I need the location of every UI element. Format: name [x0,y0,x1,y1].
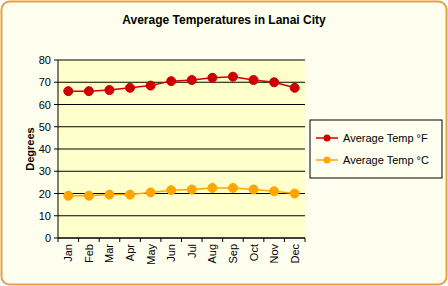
y-tick-label: 60 [39,99,51,111]
series-marker [290,189,299,198]
series-marker [146,188,155,197]
y-axis-label: Degrees [24,127,36,170]
legend [310,120,442,178]
x-tick [99,238,100,242]
x-tick [140,238,141,242]
y-tick-label: 80 [39,54,51,66]
x-tick [160,238,161,242]
series-line [68,188,294,196]
x-tick [78,238,79,242]
series-marker [167,77,176,86]
x-tick-label: Jun [165,244,177,262]
y-tick-label: 50 [39,121,51,133]
x-tick [263,238,264,242]
x-tick-label: Oct [248,244,260,261]
series-marker [290,83,299,92]
legend-marker [324,157,331,164]
legend-label: Average Temp °C [343,154,429,166]
series-marker [208,73,217,82]
grid-line [58,171,305,172]
series-marker [228,183,237,192]
grid-line [58,104,305,105]
series-marker [105,86,114,95]
y-tick-label: 10 [39,210,51,222]
x-tick-label: May [145,244,157,265]
y-tick [54,104,58,105]
x-tick [58,238,59,242]
y-tick [54,149,58,150]
y-tick [54,82,58,83]
series-marker [270,78,279,87]
y-tick-label: 20 [39,188,51,200]
y-tick [54,60,58,61]
y-tick [54,193,58,194]
grid-line [58,193,305,194]
x-tick-label: Jul [186,244,198,258]
grid-line [58,60,305,61]
series-marker [84,87,93,96]
series-marker [64,87,73,96]
x-tick [202,238,203,242]
x-tick-label: Feb [83,244,95,263]
series-marker [167,186,176,195]
series-marker [146,81,155,90]
y-axis [58,60,59,238]
y-tick-label: 0 [45,232,51,244]
plot-area [58,60,305,238]
series-marker [105,190,114,199]
series-marker [84,191,93,200]
series-marker [228,72,237,81]
series-marker [187,185,196,194]
x-tick-label: Aug [206,244,218,264]
y-tick [54,238,58,239]
x-tick [305,238,306,242]
x-tick-label: Apr [124,244,136,261]
title: Average Temperatures in Lanai City [122,13,326,27]
legend-label: Average Temp °F [343,132,428,144]
legend-marker [324,135,331,142]
y-tick [54,215,58,216]
grid-line [58,215,305,216]
series-marker [126,190,135,199]
y-tick-label: 70 [39,76,51,88]
series-marker [249,185,258,194]
x-tick [243,238,244,242]
x-tick-label: Mar [103,244,115,263]
y-tick-label: 30 [39,165,51,177]
x-tick-label: Sep [227,244,239,264]
y-tick-label: 40 [39,143,51,155]
y-tick [54,126,58,127]
x-tick [181,238,182,242]
x-tick [119,238,120,242]
plot-marks [64,72,299,200]
y-tick [54,171,58,172]
x-tick [222,238,223,242]
series-marker [249,76,258,85]
series-marker [208,183,217,192]
grid-line [58,126,305,127]
x-tick-label: Nov [268,244,280,264]
series-marker [270,187,279,196]
chart-frame [2,2,447,285]
series-marker [187,76,196,85]
x-tick-label: Jan [62,244,74,262]
series-marker [64,191,73,200]
chart: Average Temperatures in Lanai City 0 10 20 3… [0,0,448,286]
x-tick-label: Dec [289,244,301,264]
grid-line [58,149,305,150]
series-line [68,77,294,91]
x-tick [284,238,285,242]
series-marker [126,83,135,92]
